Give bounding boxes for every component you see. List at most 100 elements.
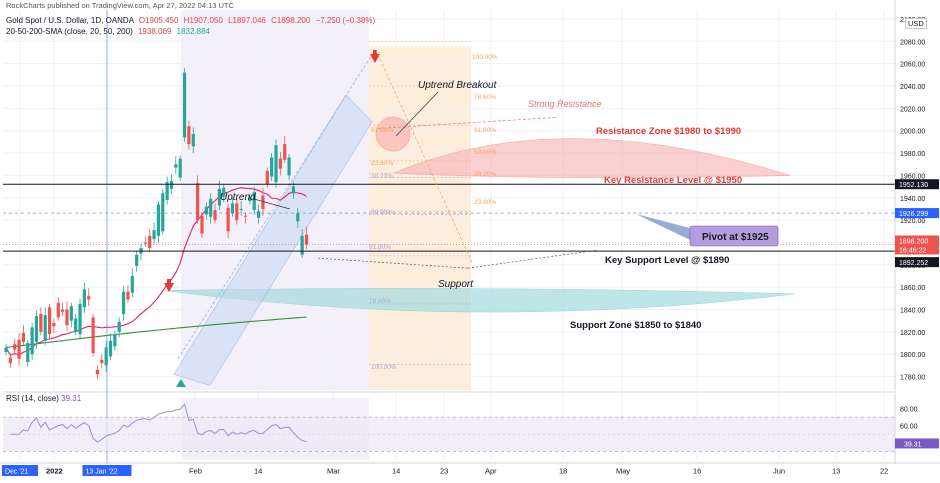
price-tick-label: 1840.00 bbox=[900, 308, 925, 315]
price-tick-label: 2020.00 bbox=[900, 106, 925, 113]
candle-body bbox=[287, 157, 291, 176]
fib-retracement-shade bbox=[369, 47, 471, 390]
annotation-uptrend: Uptrend bbox=[220, 192, 256, 203]
candle-body bbox=[21, 333, 26, 342]
fib-label: 50.00% bbox=[371, 209, 393, 216]
rsi-panel bbox=[3, 391, 895, 452]
candle-body bbox=[178, 158, 182, 178]
fib-label: 100.00% bbox=[371, 364, 397, 371]
price-tick-label: 2000.00 bbox=[900, 129, 925, 136]
time-axis-label: 16 bbox=[693, 467, 701, 476]
fib-label: 61.80% bbox=[371, 127, 393, 134]
candle-body bbox=[135, 254, 139, 266]
pivot-pointer bbox=[636, 214, 690, 240]
price-tick-label: 1780.00 bbox=[900, 375, 925, 382]
pointer-line bbox=[395, 91, 439, 137]
sma-label: 20-50-200-SMA (close, 20, 50, 200) bbox=[6, 27, 133, 36]
annotation-strong-resistance: Strong Resistance bbox=[528, 99, 602, 109]
sma50-line bbox=[5, 316, 307, 349]
candle-body bbox=[304, 234, 309, 245]
candle-body bbox=[108, 340, 113, 357]
sell-arrow-icon bbox=[164, 283, 174, 292]
candle-body bbox=[274, 145, 278, 183]
fib-label: 23.60% bbox=[371, 160, 393, 167]
candle-body bbox=[191, 134, 195, 147]
candle-body bbox=[8, 357, 12, 364]
candle-body bbox=[152, 230, 156, 240]
price-tick-label: 2060.00 bbox=[900, 62, 925, 69]
time-axis-label: Jun bbox=[773, 467, 785, 476]
candle-body bbox=[248, 197, 252, 202]
candle-body bbox=[34, 316, 39, 342]
publisher-line: RockCharts published on TradingView.com,… bbox=[6, 1, 234, 10]
candle-body bbox=[209, 198, 213, 217]
price-tag-1892-bg bbox=[895, 257, 939, 268]
time-axis-label: 18 bbox=[559, 467, 567, 476]
time-axis-label: 23 bbox=[440, 467, 448, 476]
fib-label: 61.80% bbox=[474, 127, 496, 134]
rsi-value: 39.31 bbox=[61, 394, 82, 403]
time-axis-label: 22 bbox=[880, 467, 888, 476]
symbol-title: Gold Spot / U.S. Dollar, 1D, OANDA bbox=[6, 16, 134, 25]
sell-arrow-icon bbox=[370, 54, 380, 63]
candle-body bbox=[174, 164, 178, 168]
candle-body bbox=[26, 343, 30, 363]
time-axis-label: Dec '21 bbox=[5, 469, 29, 476]
time-axis-label: Mar bbox=[327, 467, 340, 476]
price-tag-last-bg bbox=[895, 235, 939, 246]
ohlc-change: −7.250 (−0.38%) bbox=[315, 16, 376, 25]
fib-label: 78.60% bbox=[474, 94, 496, 101]
annotation-support-zone: Support Zone $1850 to $1840 bbox=[570, 320, 701, 331]
time-axis-label: 13 Jan '22 bbox=[86, 469, 118, 476]
annotation-key-support: Key Support Level @ $1890 bbox=[605, 255, 729, 266]
price-tag-1926-bg bbox=[895, 208, 939, 219]
sell-arrow-stem bbox=[167, 279, 171, 284]
time-axis-label: May bbox=[616, 467, 630, 476]
buy-arrow-icon bbox=[176, 379, 186, 387]
price-tick-label: 1800.00 bbox=[900, 352, 925, 359]
fib-label: 50.00% bbox=[474, 149, 496, 156]
sma50-value: 1832.884 bbox=[176, 27, 210, 36]
candle-body bbox=[196, 183, 200, 221]
sell-arrow-stem bbox=[373, 50, 377, 55]
candle-body bbox=[217, 188, 221, 206]
price-tick-label: 2080.00 bbox=[900, 39, 925, 46]
support-dashed bbox=[467, 249, 597, 269]
candle-body bbox=[56, 302, 60, 318]
candle-body bbox=[235, 203, 239, 221]
rsi-tick-label: 80.00 bbox=[900, 407, 918, 414]
ohlc-close: C1898.200 bbox=[271, 16, 311, 25]
sma-lines bbox=[5, 187, 307, 357]
time-axis-label: 14 bbox=[254, 467, 262, 476]
candle-body bbox=[13, 344, 17, 350]
candle-body bbox=[65, 309, 69, 326]
candle-body bbox=[296, 213, 300, 222]
price-tag-last: 1898.200 bbox=[899, 238, 928, 245]
candle-body bbox=[17, 339, 21, 359]
price-tick-label: 1940.00 bbox=[900, 196, 925, 203]
candle-body bbox=[104, 347, 108, 366]
time-axis-label: 2022 bbox=[46, 467, 63, 476]
candle-body bbox=[126, 291, 130, 300]
time-axis-label: 13 bbox=[832, 467, 840, 476]
fib-label: 61.80% bbox=[369, 244, 391, 251]
support-zone-arc bbox=[164, 288, 796, 313]
price-tag-countdown-bg bbox=[895, 244, 939, 255]
annotation-uptrend-breakout: Uptrend Breakout bbox=[418, 80, 498, 91]
candle-body bbox=[74, 318, 78, 332]
annotation-overlays: Uptrend Breakout Strong Resistance Resista… bbox=[3, 50, 895, 387]
candle-body bbox=[47, 307, 52, 335]
annotation-key-resistance: Key Resistance Level @ $1950 bbox=[604, 175, 742, 186]
candle-body bbox=[265, 170, 269, 185]
candle-body bbox=[278, 158, 282, 169]
channel-upper-dashed bbox=[177, 54, 373, 359]
time-tag-bg bbox=[1, 465, 39, 476]
candle-body bbox=[187, 126, 191, 145]
time-tag-bg bbox=[82, 465, 132, 476]
ohlc-open: O1905.450 bbox=[138, 16, 179, 25]
candle-body bbox=[161, 193, 165, 232]
price-tick-label: 1980.00 bbox=[900, 151, 925, 158]
ohlc-high: H1907.050 bbox=[183, 16, 223, 25]
